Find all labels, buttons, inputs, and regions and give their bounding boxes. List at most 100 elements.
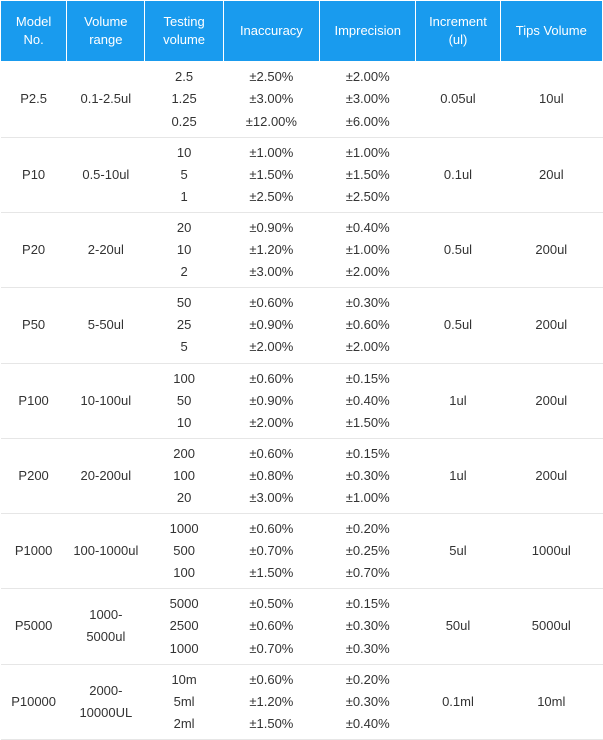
cell-imprecision-value: ±0.30% [324, 691, 412, 713]
cell-testing-value: 2.5 [149, 66, 219, 88]
cell-testing: 1005010 [145, 363, 223, 438]
cell-inaccuracy-value: ±12.00% [227, 111, 315, 133]
cell-increment: 50ul [416, 589, 500, 664]
cell-imprecision: ±0.40%±1.00%±2.00% [320, 212, 416, 287]
cell-inaccuracy-value: ±0.80% [227, 465, 315, 487]
cell-model: P50 [1, 288, 67, 363]
cell-imprecision-value: ±2.00% [324, 261, 412, 283]
cell-tips: 10ml [500, 664, 602, 739]
cell-inaccuracy-value: ±0.60% [227, 368, 315, 390]
cell-range: 100-1000ul [67, 514, 145, 589]
cell-range: 2000-10000UL [67, 664, 145, 739]
cell-testing-value: 200 [149, 443, 219, 465]
cell-testing-value: 1.25 [149, 88, 219, 110]
cell-testing-value: 500 [149, 540, 219, 562]
cell-inaccuracy-value: ±0.50% [227, 593, 315, 615]
cell-imprecision-value: ±1.50% [324, 412, 412, 434]
cell-inaccuracy-value: ±1.00% [227, 142, 315, 164]
cell-inaccuracy: ±2.50%±3.00%±12.00% [223, 62, 319, 137]
cell-inaccuracy-value: ±0.60% [227, 615, 315, 637]
cell-testing-value: 5 [149, 336, 219, 358]
cell-inaccuracy-value: ±0.60% [227, 518, 315, 540]
col-model: Model No. [1, 1, 67, 62]
cell-inaccuracy-value: ±1.50% [227, 164, 315, 186]
cell-testing-value: 5 [149, 164, 219, 186]
cell-imprecision-value: ±0.15% [324, 593, 412, 615]
table-row: P10010-100ul1005010±0.60%±0.90%±2.00%±0.… [1, 363, 603, 438]
cell-model: P200 [1, 438, 67, 513]
cell-imprecision-value: ±1.00% [324, 142, 412, 164]
cell-inaccuracy: ±0.60%±0.80%±3.00% [223, 438, 319, 513]
cell-testing-value: 10 [149, 412, 219, 434]
cell-imprecision-value: ±1.00% [324, 487, 412, 509]
cell-testing-value: 1000 [149, 518, 219, 540]
cell-increment: 1ul [416, 438, 500, 513]
cell-tips: 10ul [500, 62, 602, 137]
cell-imprecision-value: ±1.50% [324, 164, 412, 186]
table-body: P2.50.1-2.5ul2.51.250.25±2.50%±3.00%±12.… [1, 62, 603, 740]
cell-increment: 0.05ul [416, 62, 500, 137]
cell-testing-value: 5ml [149, 691, 219, 713]
cell-inaccuracy-value: ±1.50% [227, 562, 315, 584]
cell-imprecision-value: ±0.30% [324, 292, 412, 314]
cell-range: 1000-5000ul [67, 589, 145, 664]
cell-testing-value: 25 [149, 314, 219, 336]
cell-inaccuracy-value: ±0.60% [227, 443, 315, 465]
cell-increment: 0.1ul [416, 137, 500, 212]
cell-tips: 200ul [500, 212, 602, 287]
cell-imprecision-value: ±0.25% [324, 540, 412, 562]
cell-inaccuracy-value: ±0.90% [227, 314, 315, 336]
cell-range: 5-50ul [67, 288, 145, 363]
cell-inaccuracy: ±0.50%±0.60%±0.70% [223, 589, 319, 664]
cell-inaccuracy-value: ±2.50% [227, 66, 315, 88]
cell-testing: 2.51.250.25 [145, 62, 223, 137]
cell-increment: 1ul [416, 363, 500, 438]
cell-imprecision: ±0.20%±0.30%±0.40% [320, 664, 416, 739]
cell-testing-value: 20 [149, 217, 219, 239]
col-tips: Tips Volume [500, 1, 602, 62]
cell-imprecision-value: ±0.30% [324, 615, 412, 637]
cell-imprecision-value: ±2.00% [324, 336, 412, 358]
cell-testing-value: 10m [149, 669, 219, 691]
cell-imprecision-value: ±0.40% [324, 390, 412, 412]
cell-range: 0.1-2.5ul [67, 62, 145, 137]
cell-inaccuracy-value: ±2.50% [227, 186, 315, 208]
pipette-spec-table: Model No. Volume range Testing volume In… [0, 0, 603, 740]
cell-testing: 1051 [145, 137, 223, 212]
cell-imprecision: ±0.30%±0.60%±2.00% [320, 288, 416, 363]
cell-model: P10 [1, 137, 67, 212]
cell-tips: 200ul [500, 288, 602, 363]
table-row: P50001000-5000ul500025001000±0.50%±0.60%… [1, 589, 603, 664]
cell-model: P100 [1, 363, 67, 438]
cell-inaccuracy: ±0.60%±0.90%±2.00% [223, 288, 319, 363]
col-inaccuracy: Inaccuracy [223, 1, 319, 62]
cell-model: P1000 [1, 514, 67, 589]
cell-inaccuracy-value: ±0.70% [227, 638, 315, 660]
cell-model: P10000 [1, 664, 67, 739]
cell-inaccuracy-value: ±0.60% [227, 669, 315, 691]
cell-imprecision-value: ±0.15% [324, 443, 412, 465]
cell-testing-value: 5000 [149, 593, 219, 615]
cell-testing: 20102 [145, 212, 223, 287]
cell-testing: 20010020 [145, 438, 223, 513]
col-testing: Testing volume [145, 1, 223, 62]
cell-increment: 5ul [416, 514, 500, 589]
cell-inaccuracy-value: ±2.00% [227, 412, 315, 434]
table-header: Model No. Volume range Testing volume In… [1, 1, 603, 62]
cell-inaccuracy-value: ±0.90% [227, 217, 315, 239]
cell-testing: 1000500100 [145, 514, 223, 589]
table-row: P100.5-10ul1051±1.00%±1.50%±2.50%±1.00%±… [1, 137, 603, 212]
cell-testing-value: 2500 [149, 615, 219, 637]
cell-inaccuracy: ±1.00%±1.50%±2.50% [223, 137, 319, 212]
col-range: Volume range [67, 1, 145, 62]
cell-inaccuracy-value: ±0.70% [227, 540, 315, 562]
cell-tips: 20ul [500, 137, 602, 212]
cell-imprecision-value: ±0.20% [324, 518, 412, 540]
cell-increment: 0.5ul [416, 288, 500, 363]
cell-inaccuracy-value: ±0.60% [227, 292, 315, 314]
cell-imprecision: ±2.00%±3.00%±6.00% [320, 62, 416, 137]
cell-model: P2.5 [1, 62, 67, 137]
cell-increment: 0.5ul [416, 212, 500, 287]
cell-inaccuracy: ±0.60%±1.20%±1.50% [223, 664, 319, 739]
cell-model: P20 [1, 212, 67, 287]
